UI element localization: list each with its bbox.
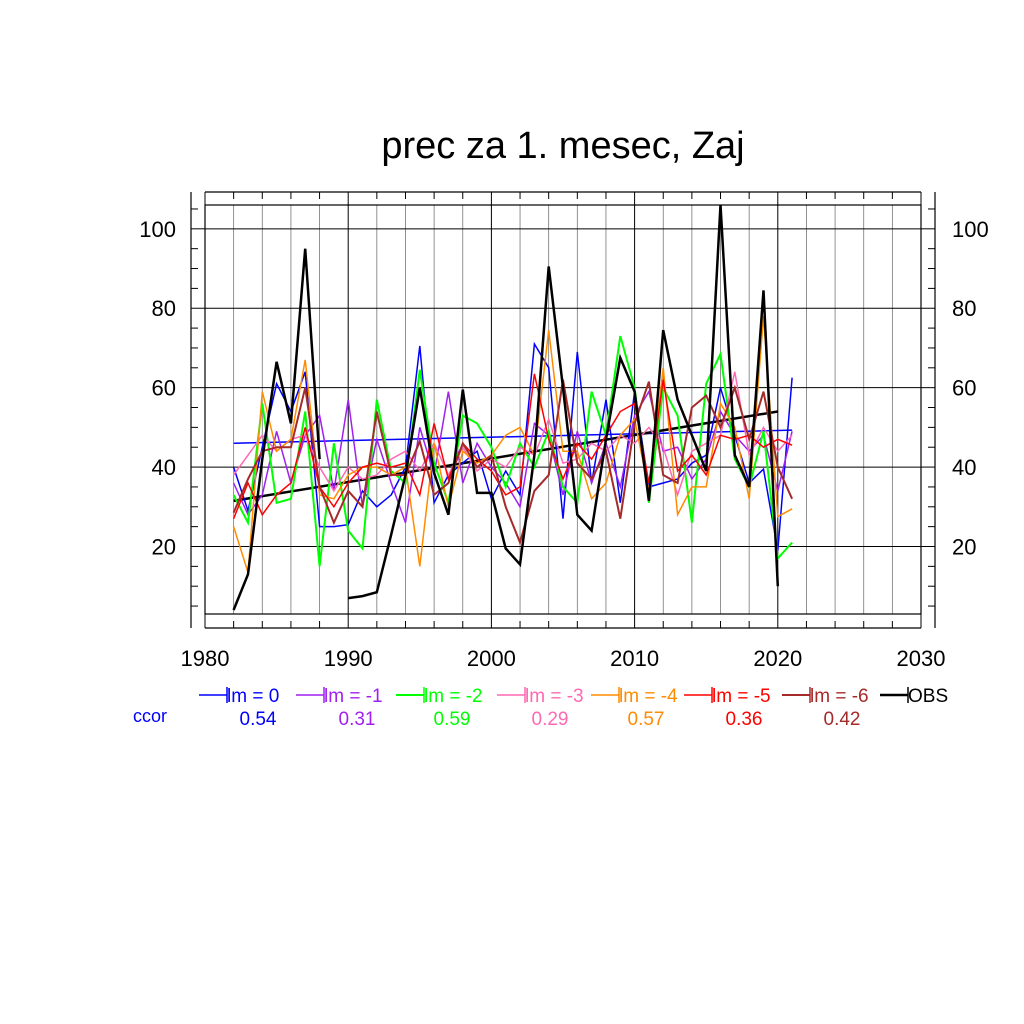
series-line [232, 371, 793, 498]
x-tick-label: 1990 [324, 646, 373, 671]
legend-corr-value: 0.57 [628, 709, 665, 730]
legend-corr-label: ccor [133, 706, 167, 726]
x-tick-label: 2010 [610, 646, 659, 671]
y-tick-label-left: 100 [139, 217, 176, 242]
legend-corr-value: 0.42 [824, 709, 861, 730]
x-tick-label: 2020 [753, 646, 802, 671]
legend-label: lm = -6 [810, 686, 869, 707]
y-tick-label-right: 20 [952, 534, 976, 559]
y-tick-label-right: 40 [952, 455, 976, 480]
legend-label: lm = -5 [712, 686, 771, 707]
legend: lm = 0 lm = -1 lm = -2 lm = -3 lm = -4 lm = -… [133, 686, 948, 730]
plot-border [204, 204, 922, 615]
y-tick-label-left: 80 [152, 296, 176, 321]
trend-line [233, 429, 793, 445]
legend-label: lm = -3 [525, 686, 584, 707]
legend-label: lm = -4 [619, 686, 678, 707]
y-tick-label-left: 40 [152, 455, 176, 480]
x-tick-label: 1980 [181, 646, 230, 671]
series-line [232, 389, 793, 523]
legend-label: OBS [908, 686, 948, 707]
y-tick-label-right: 80 [952, 296, 976, 321]
series-line [232, 373, 793, 519]
x-tick-label: 2000 [467, 646, 516, 671]
legend-corr-value: 0.36 [726, 709, 763, 730]
chart-title: prec za 1. mesec, Zaj [381, 125, 744, 167]
legend-label: lm = -2 [424, 686, 483, 707]
y-tick-label-left: 20 [152, 534, 176, 559]
y-tick-label-right: 100 [952, 217, 989, 242]
legend-corr-value: 0.29 [532, 709, 569, 730]
series-line [232, 204, 780, 611]
legend-corr-value: 0.54 [240, 709, 277, 730]
y-tick-label-right: 60 [952, 376, 976, 401]
legend-corr-value: 0.31 [339, 709, 376, 730]
legend-label: lm = 0 [227, 686, 279, 707]
plot-frame [204, 204, 922, 615]
series-lines [232, 204, 794, 611]
series-line [232, 379, 794, 546]
legend-corr-value: 0.59 [434, 709, 471, 730]
y-tick-label-left: 60 [152, 376, 176, 401]
x-tick-label: 2030 [897, 646, 946, 671]
grid [205, 205, 921, 614]
legend-label: lm = -1 [324, 686, 383, 707]
